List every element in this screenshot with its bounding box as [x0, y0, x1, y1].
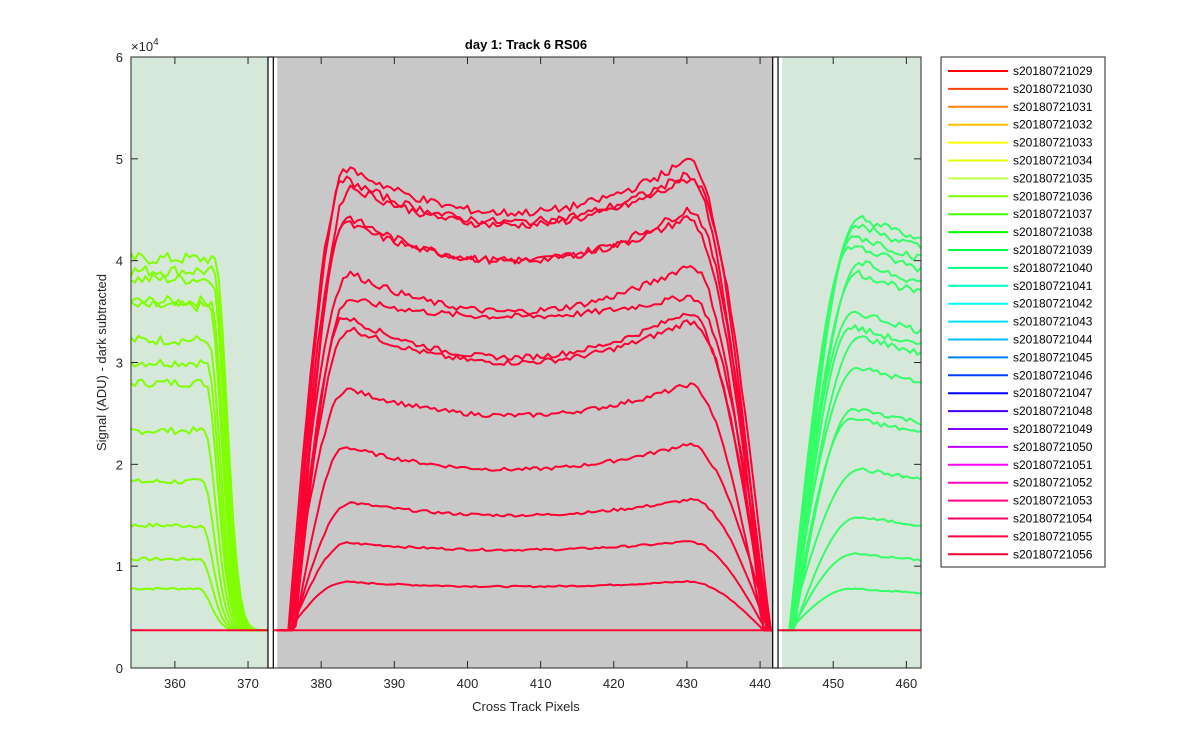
x-tick-label: 400 [457, 676, 479, 691]
left-curve [130, 251, 270, 632]
x-tick-label: 430 [676, 676, 698, 691]
y-tick-label: 1 [116, 559, 123, 574]
legend-label: s20180721033 [1013, 136, 1093, 150]
x-tick-label: 460 [896, 676, 918, 691]
x-tick-label: 370 [237, 676, 259, 691]
y-exponent-base: ×10 [131, 39, 153, 54]
legend-label: s20180721030 [1013, 82, 1093, 96]
center-curve [277, 319, 775, 632]
y-exponent-label: ×104 [131, 37, 159, 54]
x-tick-label: 450 [822, 676, 844, 691]
legend-label: s20180721048 [1013, 404, 1093, 418]
legend-label: s20180721054 [1013, 512, 1093, 526]
right-curve [782, 235, 922, 632]
legend-label: s20180721056 [1013, 547, 1093, 561]
y-tick-label: 0 [116, 661, 123, 676]
legend-label: s20180721055 [1013, 529, 1093, 543]
y-axis-label: Signal (ADU) - dark subtracted [94, 274, 109, 451]
legend-label: s20180721029 [1013, 64, 1093, 78]
legend-label: s20180721043 [1013, 315, 1093, 329]
right-curve [782, 408, 922, 632]
x-axis-ticks: 360 370 380 390 400 410 420 430 440 450 460 [164, 57, 917, 691]
y-exponent-power: 4 [153, 37, 159, 48]
y-tick-label: 5 [116, 152, 123, 167]
y-tick-label: 2 [116, 457, 123, 472]
center-band [277, 57, 775, 668]
band-separator [267, 56, 274, 669]
center-curve [277, 171, 775, 632]
legend-label: s20180721036 [1013, 189, 1093, 203]
center-curve [277, 265, 775, 632]
y-axis-ticks: 0 1 2 3 4 5 6 [116, 50, 921, 676]
x-tick-label: 410 [530, 676, 552, 691]
legend-label: s20180721050 [1013, 440, 1093, 454]
chart-title: day 1: Track 6 RS06 [465, 37, 587, 52]
center-curve [277, 442, 775, 632]
legend-label: s20180721039 [1013, 243, 1093, 257]
legend-label: s20180721046 [1013, 368, 1093, 382]
legend-label: s20180721045 [1013, 350, 1093, 364]
legend-label: s20180721041 [1013, 279, 1093, 293]
legend-label: s20180721049 [1013, 422, 1093, 436]
center-curve [277, 157, 775, 632]
left-band [131, 57, 270, 668]
y-tick-label: 6 [116, 50, 123, 65]
center-curve [277, 312, 775, 632]
right-curve [782, 587, 922, 632]
legend-label: s20180721035 [1013, 171, 1093, 185]
legend-label: s20180721037 [1013, 207, 1093, 221]
legend-label: s20180721052 [1013, 476, 1093, 490]
legend-label: s20180721053 [1013, 494, 1093, 508]
x-tick-label: 420 [603, 676, 625, 691]
legend-label: s20180721032 [1013, 118, 1093, 132]
plot-curves [130, 157, 922, 632]
right-curve [782, 214, 922, 632]
x-tick-label: 380 [310, 676, 332, 691]
legend-box [940, 56, 1106, 568]
left-curve [130, 265, 270, 632]
y-tick-label: 3 [116, 356, 123, 371]
legend-label: s20180721040 [1013, 261, 1093, 275]
x-axis-label: Cross Track Pixels [472, 699, 580, 714]
legend-label: s20180721038 [1013, 225, 1093, 239]
legend-label: s20180721051 [1013, 458, 1093, 472]
legend: s20180721029 s20180721030 s20180721031 s201… [940, 56, 1106, 568]
legend-label: s20180721034 [1013, 154, 1093, 168]
x-tick-label: 360 [164, 676, 186, 691]
right-curve [782, 417, 922, 632]
center-curve [277, 540, 775, 632]
legend-label: s20180721031 [1013, 100, 1093, 114]
band-separator [772, 56, 779, 669]
center-curve [277, 580, 775, 632]
right-curve [782, 516, 922, 632]
right-curve [782, 467, 922, 632]
y-tick-label: 4 [116, 254, 123, 269]
right-curve [782, 260, 922, 632]
center-curve [277, 294, 775, 632]
center-curve [277, 382, 775, 632]
center-curve [277, 206, 775, 632]
legend-label: s20180721047 [1013, 386, 1093, 400]
right-curve [782, 552, 922, 632]
center-curve [277, 497, 775, 632]
x-tick-label: 440 [749, 676, 771, 691]
x-tick-label: 390 [383, 676, 405, 691]
right-curve [782, 223, 922, 632]
legend-label: s20180721044 [1013, 333, 1093, 347]
legend-label: s20180721042 [1013, 297, 1093, 311]
